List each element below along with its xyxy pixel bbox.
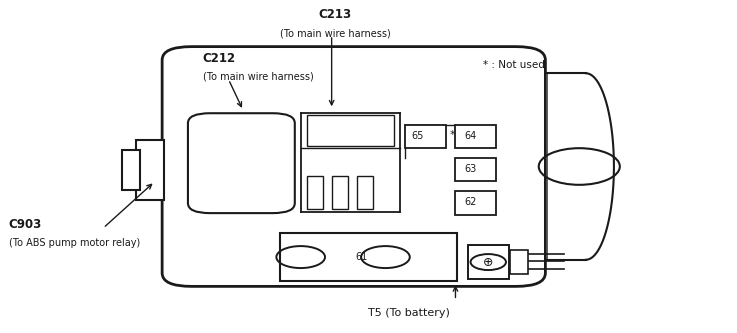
Text: C212: C212 (203, 52, 236, 65)
Bar (122, 150, 140, 190)
Bar (307, 115, 394, 146)
Text: C213: C213 (319, 8, 352, 21)
Text: 62: 62 (464, 197, 476, 207)
Text: *: * (450, 130, 455, 140)
Bar (468, 245, 509, 279)
Text: * : Not used: * : Not used (483, 60, 545, 70)
Text: 65: 65 (412, 131, 424, 141)
Bar (136, 140, 164, 200)
Text: 63: 63 (464, 164, 476, 174)
Text: (To main wire harness): (To main wire harness) (203, 72, 313, 82)
Bar (455, 158, 496, 181)
Text: C903: C903 (9, 218, 42, 231)
Bar (405, 125, 446, 148)
Text: 64: 64 (464, 131, 476, 141)
Text: 61: 61 (355, 252, 367, 262)
Text: T5 (To battery): T5 (To battery) (368, 308, 450, 318)
Text: (To ABS pump motor relay): (To ABS pump motor relay) (9, 238, 140, 248)
FancyBboxPatch shape (162, 47, 545, 286)
Bar (455, 191, 496, 215)
Text: ⊕: ⊕ (483, 255, 494, 269)
Bar (510, 250, 528, 274)
FancyBboxPatch shape (188, 113, 295, 213)
Bar (455, 125, 496, 148)
Bar (280, 233, 457, 281)
Bar (357, 176, 373, 209)
Bar (307, 176, 323, 209)
Text: (To main wire harness): (To main wire harness) (280, 28, 391, 38)
Bar (332, 176, 348, 209)
